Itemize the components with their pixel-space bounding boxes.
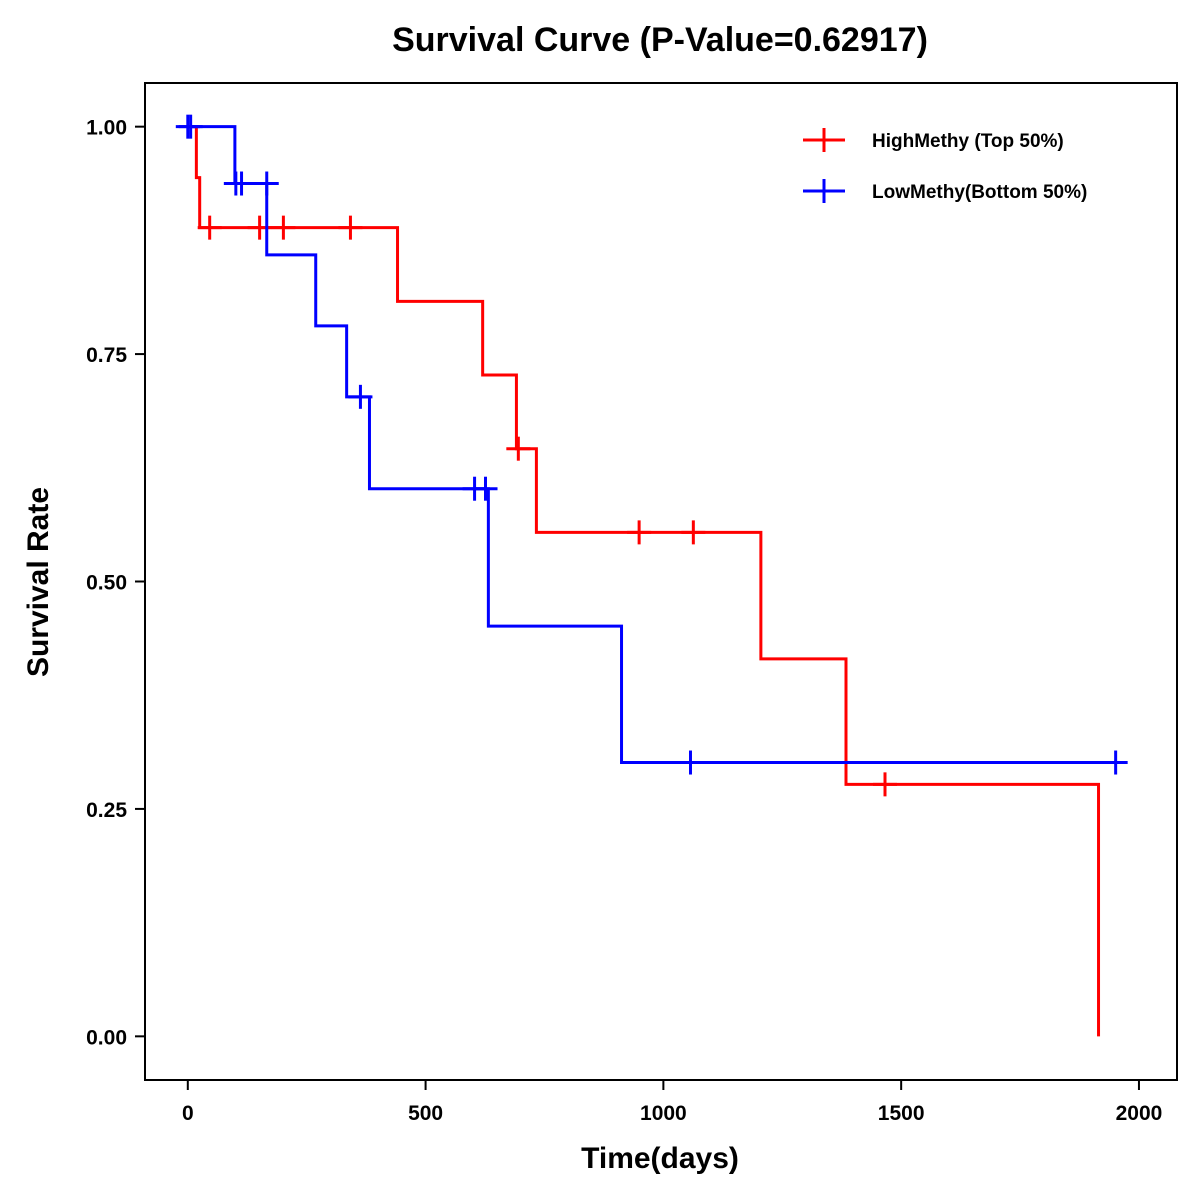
x-tick-label: 1000: [640, 1102, 687, 1125]
survival-step-line: [187, 125, 1116, 765]
censor-mark: [338, 215, 363, 240]
x-tick-label: 2000: [1116, 1102, 1163, 1125]
y-tick-label: 0.00: [86, 1026, 127, 1049]
y-tick-label: 0.50: [86, 572, 127, 595]
series-lowmethy: [175, 114, 1128, 775]
censor-mark: [197, 215, 222, 240]
censor-mark: [678, 750, 703, 775]
legend-label: HighMethy (Top 50%): [872, 131, 1064, 152]
plot-frame: [144, 82, 1178, 1081]
censor-mark: [254, 171, 279, 196]
censor-mark: [506, 436, 531, 461]
x-tick-label: 500: [408, 1102, 443, 1125]
chart-title: Survival Curve (P-Value=0.62917): [392, 21, 928, 59]
y-tick-label: 0.75: [86, 344, 127, 367]
censor-mark: [681, 520, 706, 545]
censor-mark: [178, 114, 203, 139]
censor-mark: [348, 384, 373, 409]
censor-mark: [271, 215, 296, 240]
y-tick-label: 1.00: [86, 117, 127, 140]
series-layer: [175, 114, 1128, 1037]
censor-mark: [872, 772, 897, 797]
censor-mark: [229, 171, 254, 196]
censor-mark: [627, 520, 652, 545]
y-tick-label: 0.25: [86, 799, 127, 822]
x-axis-label: Time(days): [581, 1142, 739, 1175]
x-tick-label: 1500: [878, 1102, 925, 1125]
legend: HighMethy (Top 50%) LowMethy(Bottom 50%): [803, 128, 1087, 203]
y-axis-label: Survival Rate: [22, 487, 55, 677]
series-highmethy: [187, 125, 1101, 1037]
y-axis: 0.00 0.25 0.50 0.75 1.00: [86, 117, 145, 1049]
x-tick-label: 0: [182, 1102, 194, 1125]
legend-item: HighMethy (Top 50%): [803, 128, 1064, 152]
legend-label: LowMethy(Bottom 50%): [872, 182, 1087, 203]
survival-step-line: [187, 125, 1101, 1037]
legend-item: LowMethy(Bottom 50%): [803, 179, 1087, 203]
x-axis: 0 500 1000 1500 2000: [182, 1080, 1162, 1125]
censor-mark: [473, 476, 498, 501]
censor-mark: [1103, 750, 1128, 775]
